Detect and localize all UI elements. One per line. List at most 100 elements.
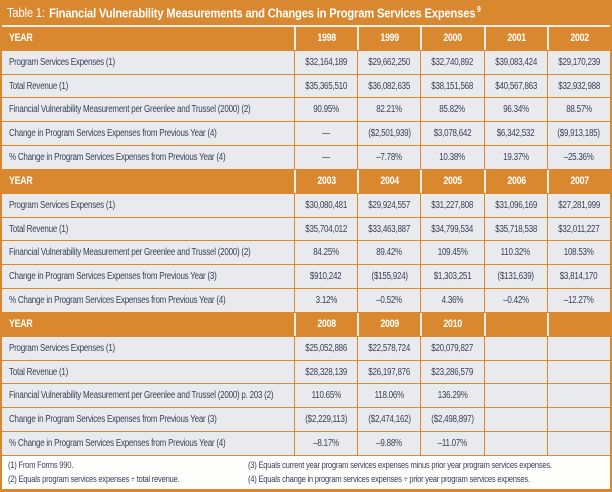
- value-cell: [483, 408, 547, 432]
- year-header-cell: 2008: [294, 312, 357, 336]
- table-row: Total Revenue (1) $35,704,012 $33,463,887 $…: [2, 217, 611, 241]
- year-header-cell: 2007: [546, 169, 610, 193]
- row-label: Financial Vulnerability Measurement per …: [2, 384, 294, 408]
- value-cell: [546, 432, 611, 455]
- row-label: Change in Program Services Expenses from…: [2, 265, 294, 289]
- value-cell: [483, 360, 547, 384]
- value-cell: –0.42%: [483, 289, 547, 312]
- footnote-2: (2) Equals program services expenses ÷ t…: [8, 474, 180, 485]
- value-cell: ($2,501,939): [357, 122, 421, 146]
- value-cell: $29,662,250: [357, 50, 421, 74]
- value-cell: ($9,913,185): [546, 122, 611, 146]
- value-cell: –25.36%: [546, 146, 611, 169]
- value-cell: –11.07%: [420, 432, 484, 455]
- row-label: Program Services Expenses (1): [2, 336, 294, 360]
- value-cell: [546, 384, 611, 408]
- value-cell: [483, 432, 547, 455]
- row-label: Total Revenue (1): [2, 74, 294, 98]
- value-cell: –8.17%: [294, 432, 358, 455]
- year-header-cell: 2010: [420, 312, 483, 336]
- row-label: Change in Program Services Expenses from…: [2, 122, 294, 146]
- year-header-cell: 2009: [357, 312, 420, 336]
- year-header-cell: 2000: [420, 27, 483, 50]
- value-cell: 118.06%: [357, 384, 421, 408]
- table-body: YEAR 1998 1999 2000 2001 2002 Program Services…: [2, 27, 611, 455]
- value-cell: $1,303,251: [420, 265, 484, 289]
- value-cell: $27,281,999: [546, 193, 611, 217]
- year-header-cell: 2006: [483, 169, 547, 193]
- value-cell: $32,164,189: [294, 50, 358, 74]
- value-cell: $32,011,227: [546, 217, 611, 241]
- value-cell: $35,365,510: [294, 74, 358, 98]
- row-label: Total Revenue (1): [2, 360, 294, 384]
- value-cell: 84.25%: [294, 241, 358, 265]
- value-cell: 19.37%: [483, 146, 547, 169]
- value-cell: –12.27%: [546, 289, 611, 312]
- title-footnote-ref: 9: [477, 4, 481, 14]
- value-cell: $34,799,534: [420, 217, 484, 241]
- table-row: Total Revenue (1) $28,328,139 $26,197,876 $…: [2, 360, 611, 384]
- value-cell: —: [294, 146, 358, 169]
- row-label: Total Revenue (1): [2, 217, 294, 241]
- value-cell: $36,082,635: [357, 74, 421, 98]
- row-label: Financial Vulnerability Measurement per …: [2, 98, 294, 122]
- value-cell: $35,718,538: [483, 217, 547, 241]
- value-cell: 4.36%: [420, 289, 484, 312]
- footnotes: (1) From Forms 990. (2) Equals program s…: [2, 456, 610, 489]
- row-label: Financial Vulnerability Measurement per …: [2, 241, 294, 265]
- value-cell: $32,932,988: [546, 74, 611, 98]
- year-header-row: YEAR 2008 2009 2010: [2, 312, 610, 336]
- year-header-cell: 2001: [483, 27, 547, 50]
- value-cell: [546, 360, 611, 384]
- value-cell: $22,578,724: [357, 336, 421, 360]
- row-label: Program Services Expenses (1): [2, 50, 294, 74]
- table-row: Change in Program Services Expenses from…: [2, 408, 611, 432]
- table-row: Total Revenue (1) $35,365,510 $36,082,635 $…: [2, 74, 611, 98]
- value-cell: $35,704,012: [294, 217, 358, 241]
- value-cell: [546, 336, 611, 360]
- year-header-cell: [483, 312, 547, 336]
- value-cell: [483, 384, 547, 408]
- table-row: % Change in Program Services Expenses fr…: [2, 289, 611, 312]
- value-cell: ($2,474,162): [357, 408, 421, 432]
- table-title: Table 1: Financial Vulnerability Measurem…: [2, 0, 610, 27]
- table-row: Program Services Expenses (1) $25,052,886…: [2, 336, 611, 360]
- value-cell: ($2,229,113): [294, 408, 358, 432]
- year-header-label: YEAR: [9, 32, 33, 45]
- value-cell: ($131,639): [483, 265, 547, 289]
- table-row: Program Services Expenses (1) $30,080,481…: [2, 193, 611, 217]
- title-text: Financial Vulnerability Measurements and…: [49, 5, 476, 21]
- row-label: Change in Program Services Expenses from…: [2, 408, 294, 432]
- value-cell: 85.82%: [420, 98, 484, 122]
- table-row: Change in Program Services Expenses from…: [2, 265, 611, 289]
- value-cell: $26,197,876: [357, 360, 421, 384]
- year-header-cell: 1999: [357, 27, 420, 50]
- year-header-label: YEAR: [9, 318, 33, 331]
- value-cell: 109.45%: [420, 241, 484, 265]
- row-label: % Change in Program Services Expenses fr…: [2, 146, 294, 169]
- value-cell: $39,083,424: [483, 50, 547, 74]
- year-header-cell: 1998: [294, 27, 357, 50]
- value-cell: $38,151,568: [420, 74, 484, 98]
- value-cell: 108.53%: [546, 241, 611, 265]
- value-cell: $3,814,170: [546, 265, 611, 289]
- footnotes-left-column: (1) From Forms 990. (2) Equals program s…: [8, 459, 248, 487]
- year-header-cell: 2005: [420, 169, 483, 193]
- value-cell: 110.32%: [483, 241, 547, 265]
- value-cell: 110.65%: [294, 384, 358, 408]
- table-row: Financial Vulnerability Measurement per …: [2, 98, 611, 122]
- footnotes-right-column: (3) Equals current year program services…: [248, 459, 610, 487]
- value-cell: ($2,498,897): [420, 408, 484, 432]
- year-header-row: YEAR 1998 1999 2000 2001 2002: [2, 27, 610, 50]
- value-cell: 3.12%: [294, 289, 358, 312]
- year-header-cell: 2003: [294, 169, 357, 193]
- value-cell: $33,463,887: [357, 217, 421, 241]
- table-row: Financial Vulnerability Measurement per …: [2, 241, 611, 265]
- table-row: % Change in Program Services Expenses fr…: [2, 146, 611, 169]
- value-cell: –9.88%: [357, 432, 421, 455]
- year-header-cell: 2002: [546, 27, 610, 50]
- table-row: % Change in Program Services Expenses fr…: [2, 432, 611, 455]
- value-cell: 136.29%: [420, 384, 484, 408]
- table-number: Table 1:: [7, 5, 45, 21]
